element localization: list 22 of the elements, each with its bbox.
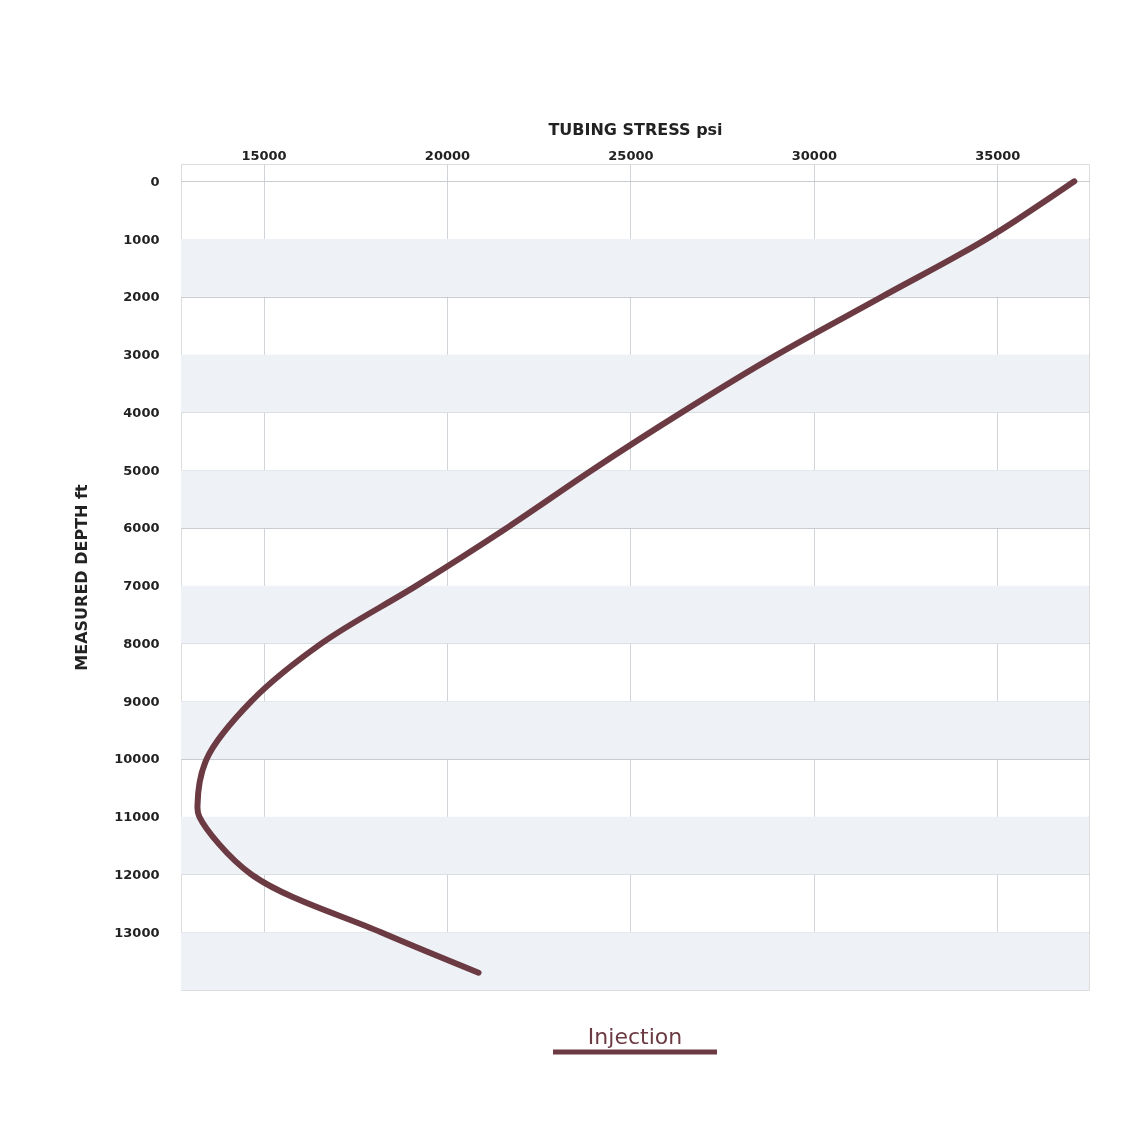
y-tick-label: 3000 [123, 347, 160, 363]
y-tick-label: 2000 [123, 289, 160, 305]
y-tick-label: 6000 [123, 520, 160, 536]
text: Injection [587, 1024, 683, 1049]
y-tick-label: 13000 [114, 924, 160, 940]
x-tick-label: 25000 [608, 147, 654, 163]
x-tick-label: 35000 [975, 147, 1021, 163]
y-tick-label: 4000 [123, 404, 160, 420]
y-tick-label: 12000 [114, 866, 160, 882]
x-tick-label: 15000 [241, 147, 287, 163]
y-tick-label: 8000 [123, 635, 160, 651]
y-axis-title: MEASURED DEPTH ft [72, 484, 92, 671]
y-tick-label: 11000 [114, 809, 160, 825]
x-tick-label: 20000 [424, 147, 471, 163]
y-tick-label: 0 [150, 173, 160, 189]
y-tick-label: 5000 [123, 462, 160, 478]
y-tick-label: 10000 [114, 751, 160, 767]
x-axis-title: TUBING STRESS psi [548, 119, 723, 139]
y-tick-label: 7000 [123, 578, 160, 594]
y-tick-label: 1000 [123, 231, 160, 247]
x-tick-label: 30000 [791, 147, 837, 163]
y-tick-label: 9000 [123, 693, 160, 709]
